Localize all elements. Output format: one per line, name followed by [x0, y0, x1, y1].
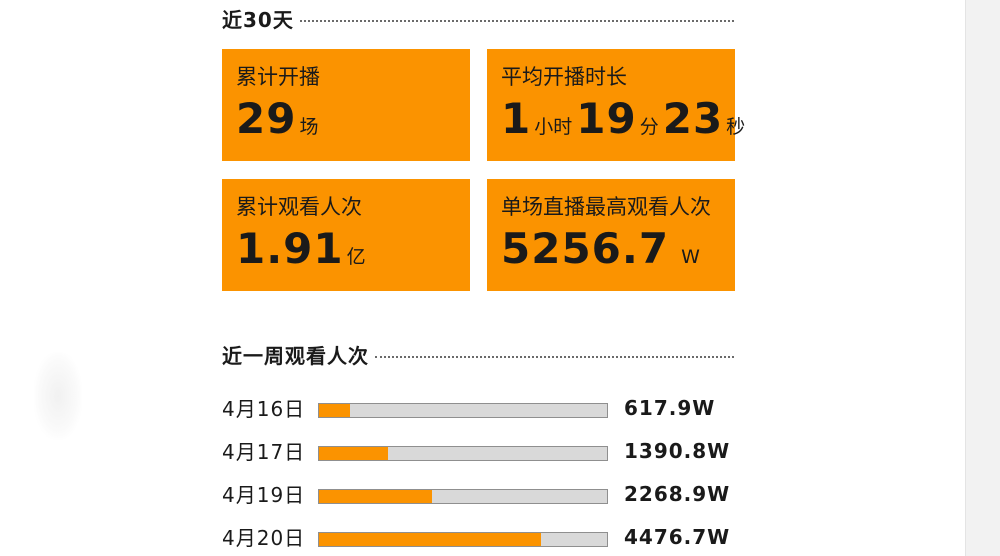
stat-card-total-streams: 累计开播 29 场 — [222, 49, 470, 161]
bar-row: 4月19日 2268.9W — [222, 480, 742, 510]
bar-fill — [319, 490, 432, 503]
stat-unit: 亿 — [346, 246, 366, 268]
bar-category-label: 4月16日 — [222, 397, 306, 421]
bar-category-label: 4月19日 — [222, 483, 306, 507]
bar-category-label: 4月17日 — [222, 440, 306, 464]
stat-number: 1.91 — [236, 224, 344, 273]
bar-track — [318, 403, 608, 418]
stat-label: 单场直播最高观看人次 — [501, 195, 711, 219]
bar-track — [318, 446, 608, 461]
stat-unit: 分 — [639, 116, 659, 138]
stat-unit: 小时 — [534, 116, 573, 138]
bar-value-label: 617.9W — [624, 396, 716, 420]
section-header-30-days: 近30天 — [222, 6, 734, 32]
bar-track — [318, 532, 608, 547]
bar-row: 4月17日 1390.8W — [222, 437, 742, 467]
scrollbar-gutter[interactable] — [965, 0, 1000, 556]
bar-value-label: 1390.8W — [624, 439, 731, 463]
section-title: 近一周观看人次 — [222, 343, 369, 368]
stat-card-total-views: 累计观看人次 1.91 亿 — [222, 179, 470, 291]
bar-value-label: 4476.7W — [624, 525, 731, 549]
stat-number: 19 — [576, 94, 637, 143]
stat-value: 5256.7 W — [501, 225, 704, 273]
section-title: 近30天 — [222, 7, 294, 32]
stat-card-peak-views: 单场直播最高观看人次 5256.7 W — [487, 179, 735, 291]
stat-value: 1.91 亿 — [236, 225, 370, 273]
section-header-week-views: 近一周观看人次 — [222, 342, 734, 368]
stat-card-average-duration: 平均开播时长 1 小时 19 分 23 秒 — [487, 49, 745, 161]
dotted-divider — [299, 20, 734, 22]
stat-unit: 秒 — [726, 116, 746, 138]
bar-fill — [319, 533, 541, 546]
bar-track — [318, 489, 608, 504]
bar-fill — [319, 447, 388, 460]
stat-number: 29 — [236, 94, 297, 143]
stat-number: 23 — [662, 94, 724, 143]
bar-row: 4月20日 4476.7W — [222, 523, 742, 553]
stat-number: 5256.7 — [501, 224, 670, 273]
stat-value: 29 场 — [236, 95, 322, 143]
stat-label: 平均开播时长 — [501, 65, 627, 89]
dotted-divider — [375, 356, 734, 358]
stat-label: 累计观看人次 — [236, 195, 362, 219]
stat-unit: W — [681, 246, 700, 268]
stat-unit: 场 — [299, 116, 319, 138]
bar-row: 4月16日 617.9W — [222, 394, 742, 424]
bar-fill — [319, 404, 350, 417]
stat-label: 累计开播 — [236, 65, 320, 89]
stat-number: 1 — [501, 94, 532, 143]
stat-value: 1 小时 19 分 23 秒 — [501, 95, 749, 143]
bar-category-label: 4月20日 — [222, 526, 306, 550]
bar-value-label: 2268.9W — [624, 482, 731, 506]
background-smudge — [34, 352, 82, 440]
